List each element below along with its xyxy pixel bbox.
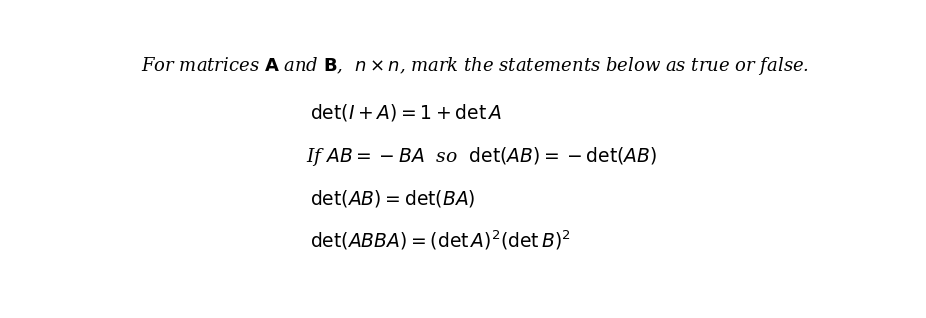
Text: For matrices $\mathbf{A}$ and $\mathbf{B}$,  $n \times n$, mark the statements b: For matrices $\mathbf{A}$ and $\mathbf{B… — [141, 55, 808, 77]
Text: $\det(AB) = \det(BA)$: $\det(AB) = \det(BA)$ — [309, 188, 475, 209]
Text: $\det(ABBA) = (\det A)^2(\det B)^2$: $\det(ABBA) = (\det A)^2(\det B)^2$ — [309, 228, 570, 252]
Text: $\det(I + A) = 1 + \det A$: $\det(I + A) = 1 + \det A$ — [309, 102, 502, 123]
Text: If $AB = -BA$  so  $\det(AB) = -\det(AB)$: If $AB = -BA$ so $\det(AB) = -\det(AB)$ — [306, 145, 657, 169]
